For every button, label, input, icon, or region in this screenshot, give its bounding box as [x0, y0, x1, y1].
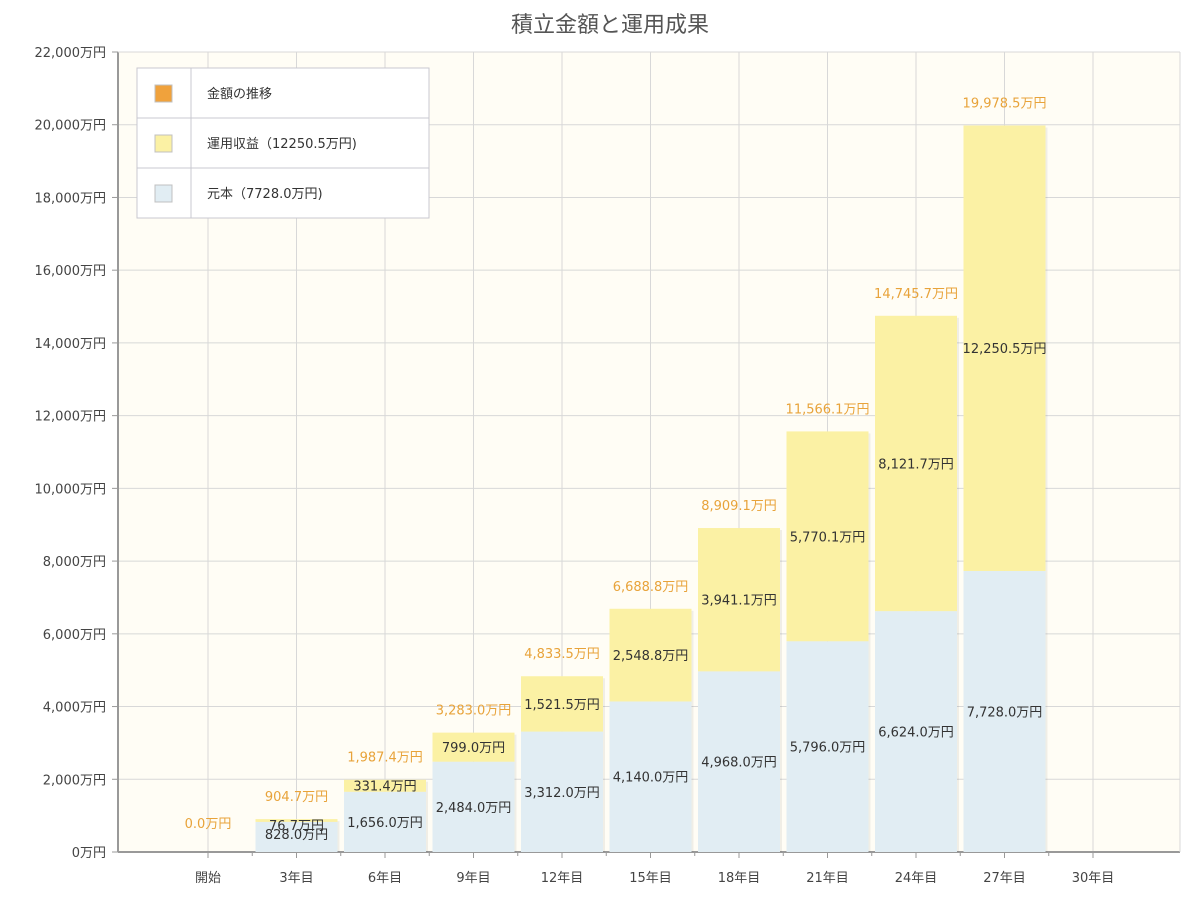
bar-principal [698, 671, 780, 852]
bar-principal [432, 761, 515, 852]
x-tick-label: 開始 [195, 871, 221, 886]
x-tick-label: 15年目 [629, 871, 672, 886]
total-value-label: 11,566.1万円 [786, 402, 870, 417]
total-value-label: 8,909.1万円 [701, 499, 777, 514]
bar-principal [255, 821, 338, 852]
returns-value-label: 331.4万円 [353, 780, 416, 795]
legend-swatch [154, 184, 173, 203]
principal-value-label: 4,968.0万円 [701, 756, 777, 771]
chart-title: 積立金額と運用成果 [511, 13, 709, 38]
x-tick-label: 12年目 [541, 871, 584, 886]
bars [255, 125, 1048, 852]
bar-principal [963, 570, 1046, 852]
bar-principal [521, 731, 603, 852]
y-tick-label: 0万円 [72, 846, 106, 861]
bar-principal [786, 641, 869, 852]
bar-returns [875, 315, 957, 612]
y-tick-label: 16,000万円 [35, 264, 107, 279]
total-value-label: 14,745.7万円 [874, 287, 958, 302]
plot-area: 0万円 2,000万円 4,000万円 6,000万円 8,000万円 10,000万円 1… [35, 46, 1181, 886]
principal-value-label: 1,656.0万円 [347, 816, 423, 831]
y-tick-label: 14,000万円 [35, 337, 107, 352]
bar-principal [609, 701, 692, 852]
y-tick-label: 2,000万円 [43, 773, 106, 788]
principal-value-label: 4,140.0万円 [613, 771, 689, 786]
x-tick-label: 6年目 [368, 871, 402, 886]
bar-returns [963, 125, 1046, 571]
x-tick-label: 9年目 [456, 871, 490, 886]
principal-value-label: 2,484.0万円 [436, 801, 512, 816]
x-tick-label: 27年目 [983, 871, 1026, 886]
principal-value-label: 3,312.0万円 [524, 786, 600, 801]
returns-value-label: 8,121.7万円 [878, 457, 954, 472]
bar-principal [344, 791, 426, 852]
returns-value-label: 799.0万円 [442, 741, 505, 756]
principal-value-label: 7,728.0万円 [967, 705, 1043, 720]
y-tick-label: 4,000万円 [43, 701, 106, 716]
returns-value-label: 76.7万円 [269, 819, 324, 834]
principal-value-label: 5,796.0万円 [790, 741, 866, 756]
y-tick-label: 6,000万円 [43, 628, 106, 643]
legend-swatch [154, 134, 173, 153]
legend-label: 金額の推移 [207, 86, 272, 102]
total-value-label: 0.0万円 [185, 817, 232, 832]
total-value-label: 1,987.4万円 [347, 751, 423, 766]
principal-value-label: 6,624.0万円 [878, 726, 954, 741]
bar-returns [698, 528, 780, 672]
y-tick-label: 12,000万円 [35, 410, 107, 425]
returns-value-label: 5,770.1万円 [790, 530, 866, 545]
x-tick-label: 24年目 [895, 871, 938, 886]
returns-value-label: 12,250.5万円 [963, 342, 1047, 357]
bar-returns [609, 608, 692, 702]
x-tick-label: 30年目 [1072, 871, 1115, 886]
y-tick-label: 18,000万円 [35, 191, 107, 206]
total-value-label: 19,978.5万円 [963, 97, 1047, 112]
bar-principal [875, 611, 957, 852]
bar-returns [255, 819, 338, 822]
returns-value-label: 3,941.1万円 [701, 594, 777, 609]
total-value-label: 6,688.8万円 [613, 580, 689, 595]
legend-label: 運用収益（12250.5万円) [207, 137, 357, 152]
returns-value-label: 2,548.8万円 [613, 649, 689, 664]
bar-returns [521, 676, 603, 732]
total-value-label: 3,283.0万円 [436, 704, 512, 719]
y-tick-label: 22,000万円 [35, 46, 107, 61]
returns-value-label: 1,521.5万円 [524, 698, 600, 713]
total-value-label: 904.7万円 [265, 790, 328, 805]
y-tick-label: 10,000万円 [35, 482, 107, 497]
x-tick-label: 18年目 [718, 871, 761, 886]
x-tick-label: 21年目 [806, 871, 849, 886]
total-value-label: 4,833.5万円 [524, 647, 600, 662]
bar-returns [344, 779, 426, 792]
x-tick-label: 3年目 [279, 871, 313, 886]
bar-returns [786, 431, 869, 642]
legend-box [136, 67, 430, 219]
bar-returns [432, 732, 515, 762]
principal-value-label: 828.0万円 [265, 828, 328, 843]
y-tick-label: 8,000万円 [43, 555, 106, 570]
legend-label: 元本（7728.0万円) [207, 187, 323, 202]
y-tick-label: 20,000万円 [35, 119, 107, 134]
legend-swatch [154, 84, 173, 103]
